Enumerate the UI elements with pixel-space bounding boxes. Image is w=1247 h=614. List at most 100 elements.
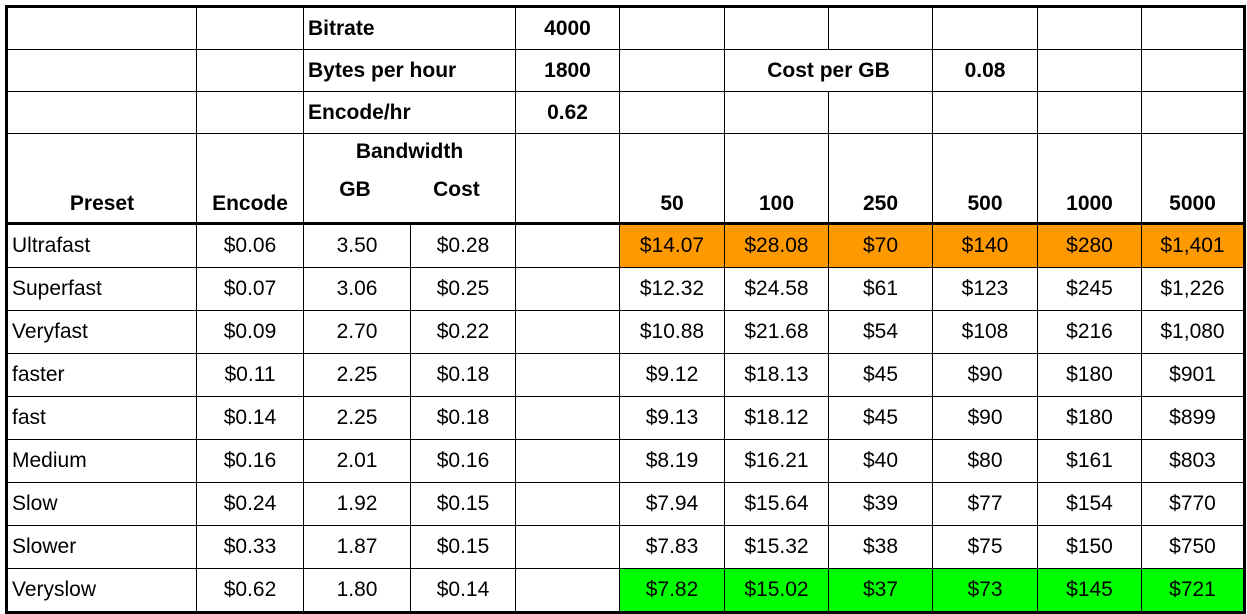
- tier-cost-cell[interactable]: $38: [828, 525, 933, 569]
- tier-cost-cell[interactable]: $8.19: [619, 439, 725, 483]
- cost-cell[interactable]: $0.16: [410, 439, 516, 483]
- cell[interactable]: [932, 91, 1038, 134]
- cell[interactable]: [515, 525, 620, 569]
- encode-cell[interactable]: $0.24: [196, 482, 304, 526]
- preset-cell[interactable]: Veryslow: [6, 568, 197, 613]
- gb-cell[interactable]: 2.70: [303, 310, 411, 354]
- gb-cell[interactable]: 1.87: [303, 525, 411, 569]
- tier-header-3[interactable]: 500: [932, 133, 1038, 225]
- preset-cell[interactable]: Medium: [6, 439, 197, 483]
- cell[interactable]: [515, 353, 620, 397]
- cost-cell[interactable]: $0.22: [410, 310, 516, 354]
- tier-cost-cell[interactable]: $37: [828, 568, 933, 613]
- tier-cost-cell[interactable]: $140: [932, 223, 1038, 268]
- tier-header-2[interactable]: 250: [828, 133, 933, 225]
- cost-per-gb-value[interactable]: 0.08: [932, 49, 1038, 92]
- cell[interactable]: [196, 91, 304, 134]
- cell[interactable]: [515, 310, 620, 354]
- bytes-per-hour-value[interactable]: 1800: [515, 49, 620, 92]
- preset-cell[interactable]: Veryfast: [6, 310, 197, 354]
- tier-cost-cell[interactable]: $154: [1037, 482, 1142, 526]
- gb-cell[interactable]: 3.06: [303, 267, 411, 311]
- tier-cost-cell[interactable]: $9.12: [619, 353, 725, 397]
- tier-cost-cell[interactable]: $90: [932, 353, 1038, 397]
- cost-per-gb-label[interactable]: Cost per GB: [724, 49, 933, 92]
- gb-cell[interactable]: 1.92: [303, 482, 411, 526]
- tier-cost-cell[interactable]: $145: [1037, 568, 1142, 613]
- tier-cost-cell[interactable]: $150: [1037, 525, 1142, 569]
- cell[interactable]: [1037, 49, 1142, 92]
- preset-cell[interactable]: fast: [6, 396, 197, 440]
- tier-cost-cell[interactable]: $75: [932, 525, 1038, 569]
- cost-cell[interactable]: $0.15: [410, 482, 516, 526]
- tier-cost-cell[interactable]: $721: [1141, 568, 1245, 613]
- tier-cost-cell[interactable]: $216: [1037, 310, 1142, 354]
- cell[interactable]: [196, 49, 304, 92]
- cell[interactable]: [619, 6, 725, 50]
- tier-cost-cell[interactable]: $1,226: [1141, 267, 1245, 311]
- tier-header-4[interactable]: 1000: [1037, 133, 1142, 225]
- tier-cost-cell[interactable]: $15.64: [724, 482, 829, 526]
- tier-cost-cell[interactable]: $899: [1141, 396, 1245, 440]
- encode-cell[interactable]: $0.11: [196, 353, 304, 397]
- tier-cost-cell[interactable]: $108: [932, 310, 1038, 354]
- tier-cost-cell[interactable]: $80: [932, 439, 1038, 483]
- tier-cost-cell[interactable]: $45: [828, 396, 933, 440]
- cell[interactable]: [828, 91, 933, 134]
- cost-cell[interactable]: $0.18: [410, 353, 516, 397]
- tier-cost-cell[interactable]: $7.94: [619, 482, 725, 526]
- gb-cell[interactable]: 2.25: [303, 353, 411, 397]
- gb-cell[interactable]: 3.50: [303, 223, 411, 268]
- tier-cost-cell[interactable]: $280: [1037, 223, 1142, 268]
- gb-cell[interactable]: 2.25: [303, 396, 411, 440]
- cost-cell[interactable]: $0.25: [410, 267, 516, 311]
- tier-cost-cell[interactable]: $770: [1141, 482, 1245, 526]
- tier-cost-cell[interactable]: $7.83: [619, 525, 725, 569]
- tier-cost-cell[interactable]: $750: [1141, 525, 1245, 569]
- cell[interactable]: [6, 6, 197, 50]
- tier-cost-cell[interactable]: $180: [1037, 353, 1142, 397]
- tier-cost-cell[interactable]: $24.58: [724, 267, 829, 311]
- cell[interactable]: [724, 91, 829, 134]
- tier-cost-cell[interactable]: $15.02: [724, 568, 829, 613]
- tier-header-1[interactable]: 100: [724, 133, 829, 225]
- tier-cost-cell[interactable]: $9.13: [619, 396, 725, 440]
- tier-cost-cell[interactable]: $73: [932, 568, 1038, 613]
- encode-cell[interactable]: $0.07: [196, 267, 304, 311]
- cell[interactable]: [515, 482, 620, 526]
- cell[interactable]: [724, 6, 829, 50]
- cell[interactable]: [515, 223, 620, 268]
- preset-cell[interactable]: Slow: [6, 482, 197, 526]
- bitrate-label[interactable]: Bitrate: [303, 6, 516, 50]
- cell[interactable]: [6, 49, 197, 92]
- bitrate-value[interactable]: 4000: [515, 6, 620, 50]
- tier-cost-cell[interactable]: $40: [828, 439, 933, 483]
- tier-cost-cell[interactable]: $18.12: [724, 396, 829, 440]
- cell[interactable]: [515, 439, 620, 483]
- cell[interactable]: [6, 91, 197, 134]
- cell[interactable]: [619, 49, 725, 92]
- tier-cost-cell[interactable]: $61: [828, 267, 933, 311]
- tier-cost-cell[interactable]: $10.88: [619, 310, 725, 354]
- bandwidth-header[interactable]: Bandwidth GB Cost: [303, 133, 516, 225]
- gb-cell[interactable]: 1.80: [303, 568, 411, 613]
- cost-cell[interactable]: $0.28: [410, 223, 516, 268]
- tier-cost-cell[interactable]: $77: [932, 482, 1038, 526]
- cost-cell[interactable]: $0.14: [410, 568, 516, 613]
- tier-cost-cell[interactable]: $123: [932, 267, 1038, 311]
- tier-cost-cell[interactable]: $180: [1037, 396, 1142, 440]
- tier-cost-cell[interactable]: $70: [828, 223, 933, 268]
- tier-cost-cell[interactable]: $28.08: [724, 223, 829, 268]
- tier-cost-cell[interactable]: $18.13: [724, 353, 829, 397]
- cell[interactable]: [828, 6, 933, 50]
- preset-header[interactable]: Preset: [6, 133, 197, 225]
- cell[interactable]: [515, 133, 620, 225]
- encode-cell[interactable]: $0.33: [196, 525, 304, 569]
- preset-cell[interactable]: faster: [6, 353, 197, 397]
- cell[interactable]: [515, 568, 620, 613]
- tier-cost-cell[interactable]: $54: [828, 310, 933, 354]
- encode-cell[interactable]: $0.62: [196, 568, 304, 613]
- encode-cell[interactable]: $0.06: [196, 223, 304, 268]
- encode-per-hour-value[interactable]: 0.62: [515, 91, 620, 134]
- cell[interactable]: [1141, 49, 1245, 92]
